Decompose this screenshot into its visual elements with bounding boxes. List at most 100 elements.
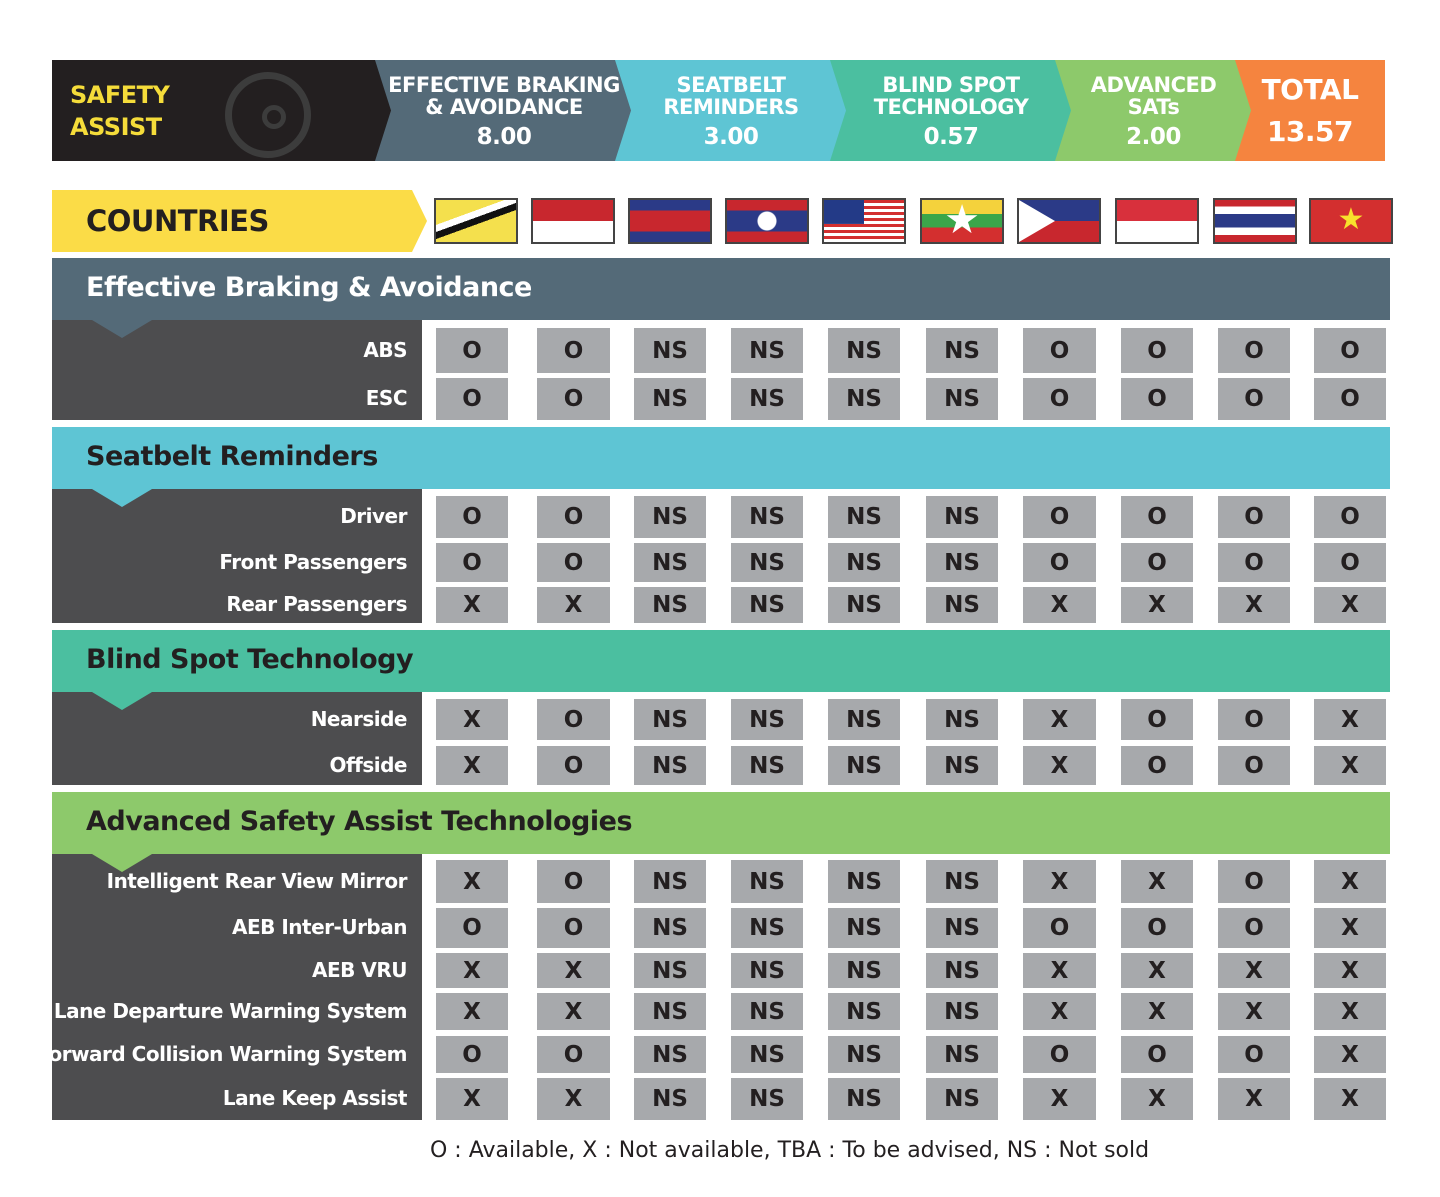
malaysia-flag	[822, 198, 906, 244]
segment-score: 3.00	[703, 123, 759, 150]
thailand-flag	[1213, 198, 1297, 244]
cambodia-flag	[628, 198, 712, 244]
status-cell: X	[1121, 860, 1193, 903]
status-cell: X	[1314, 860, 1386, 903]
status-cell: O	[1121, 908, 1193, 948]
philippines-triangle	[1019, 200, 1055, 242]
row-label: Lane Keep Assist	[222, 1086, 408, 1110]
status-cell: NS	[926, 496, 998, 538]
section-label-block	[52, 854, 422, 1120]
status-cell: X	[1023, 953, 1096, 988]
status-cell: NS	[926, 1036, 998, 1073]
row-label: Rear Passengers	[226, 592, 407, 616]
status-cell: O	[1121, 1036, 1193, 1073]
row-label: AEB VRU	[312, 957, 407, 982]
status-cell: NS	[731, 699, 803, 740]
segment-score: 13.57	[1266, 114, 1354, 148]
status-cell: O	[537, 746, 610, 785]
status-cell: O	[1218, 699, 1290, 740]
status-cell: O	[436, 1036, 508, 1073]
status-cell: O	[1121, 328, 1193, 373]
status-cell: O	[1314, 496, 1386, 538]
status-cell: O	[537, 496, 610, 538]
status-cell: NS	[731, 328, 803, 373]
status-cell: NS	[731, 860, 803, 903]
status-cell: NS	[828, 496, 900, 538]
status-cell: X	[537, 587, 610, 623]
status-cell: O	[1218, 860, 1290, 903]
status-cell: X	[1023, 587, 1096, 623]
status-cell: O	[1023, 496, 1096, 538]
status-cell: NS	[634, 378, 706, 420]
status-cell: X	[436, 746, 508, 785]
row-label: AEB Inter-Urban	[232, 915, 407, 939]
status-cell: X	[1314, 953, 1386, 988]
header-segment-1: EFFECTIVE BRAKING & AVOIDANCE 8.00	[375, 60, 633, 161]
status-cell: O	[1314, 543, 1386, 582]
status-cell: O	[436, 378, 508, 420]
status-cell: X	[1121, 587, 1193, 623]
status-cell: NS	[926, 993, 998, 1030]
segment-label-line1: TOTAL	[1261, 72, 1359, 106]
status-cell: NS	[828, 993, 900, 1030]
status-cell: X	[1023, 1078, 1096, 1120]
status-cell: X	[537, 993, 610, 1030]
status-cell: O	[1218, 908, 1290, 948]
status-cell: O	[1218, 496, 1290, 538]
status-cell: O	[1218, 378, 1290, 420]
section-header-1: Effective Braking & Avoidance	[52, 258, 1390, 320]
status-cell: NS	[731, 953, 803, 988]
status-cell: O	[1023, 328, 1096, 373]
status-cell: X	[1314, 993, 1386, 1030]
status-cell: NS	[634, 993, 706, 1030]
status-cell: O	[1121, 378, 1193, 420]
section-pointer	[92, 489, 152, 507]
status-cell: O	[537, 328, 610, 373]
row-label: Front Passengers	[219, 549, 407, 574]
status-cell: NS	[926, 699, 998, 740]
status-cell: NS	[926, 908, 998, 948]
status-cell: X	[1121, 953, 1193, 988]
status-cell: X	[436, 993, 508, 1030]
status-cell: X	[1121, 1078, 1193, 1120]
status-cell: X	[436, 699, 508, 740]
indonesia-flag	[531, 198, 615, 244]
row-label: Driver	[340, 504, 407, 528]
status-cell: O	[537, 378, 610, 420]
status-cell: NS	[828, 587, 900, 623]
status-cell: X	[436, 860, 508, 903]
status-cell: X	[1023, 993, 1096, 1030]
status-cell: NS	[926, 1078, 998, 1120]
status-cell: NS	[731, 378, 803, 420]
status-cell: O	[436, 328, 508, 373]
row-label: Offside	[329, 752, 407, 777]
row-label: Forward Collision Warning System	[36, 1041, 407, 1066]
status-cell: X	[1218, 953, 1290, 988]
steering-wheel-icon	[225, 72, 311, 158]
status-cell: NS	[634, 496, 706, 538]
legend: O : Available, X : Not available, TBA : …	[430, 1138, 1150, 1163]
status-cell: NS	[828, 1036, 900, 1073]
status-cell: O	[1218, 328, 1290, 373]
status-cell: X	[1218, 993, 1290, 1030]
status-cell: X	[537, 953, 610, 988]
status-cell: NS	[634, 699, 706, 740]
segment-label-line2: & AVOIDANCE	[425, 94, 583, 119]
status-cell: X	[1023, 746, 1096, 785]
singapore-flag	[1115, 198, 1199, 244]
status-cell: NS	[828, 543, 900, 582]
philippines-flag	[1017, 198, 1101, 244]
status-cell: NS	[731, 1078, 803, 1120]
safety-assist-title: SAFETY ASSIST	[52, 60, 392, 161]
status-cell: O	[1314, 378, 1386, 420]
yellow-star-icon: ★	[1337, 202, 1365, 237]
status-cell: NS	[828, 746, 900, 785]
status-cell: X	[1314, 746, 1386, 785]
status-cell: O	[537, 699, 610, 740]
status-cell: NS	[634, 587, 706, 623]
laos-flag	[725, 198, 809, 244]
white-star-icon: ★	[944, 198, 980, 243]
status-cell: X	[1121, 993, 1193, 1030]
segment-score: 2.00	[1126, 123, 1181, 150]
row-label: ESC	[365, 386, 408, 410]
